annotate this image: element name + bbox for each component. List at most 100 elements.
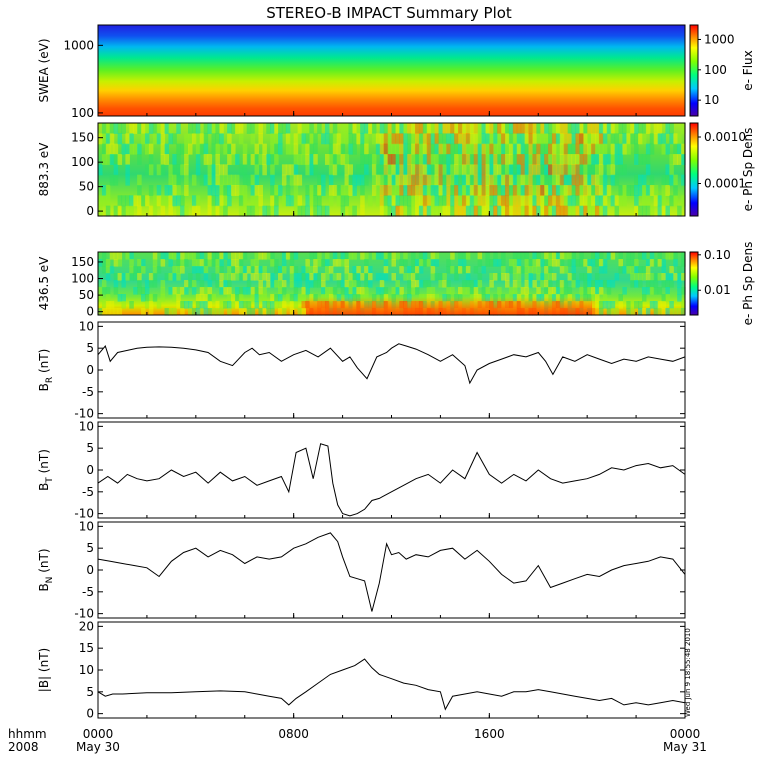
pad436-heatmap-cell <box>497 259 502 267</box>
pad436-heatmap-cell <box>364 266 369 274</box>
pad436-heatmap-cell <box>579 287 584 295</box>
pad883-heatmap-cell <box>544 174 549 186</box>
pad883-heatmap-cell <box>516 154 522 165</box>
pad436-heatmap-cell <box>250 273 256 281</box>
pad436-heatmap-cell <box>403 252 408 260</box>
pad883-heatmap-cell <box>266 154 271 165</box>
pad883-heatmap-cell <box>309 185 314 196</box>
pad883-heatmap-cell <box>344 133 350 145</box>
pad883-heatmap-cell <box>360 195 365 207</box>
pad883-heatmap-cell <box>528 185 533 196</box>
pad883-heatmap-cell <box>430 123 436 134</box>
pad883-heatmap-cell <box>215 205 220 217</box>
pad883-heatmap-cell <box>414 123 420 134</box>
pad883-heatmap-cell <box>137 174 142 186</box>
pad883-heatmap-cell <box>540 164 545 176</box>
pad883-heatmap-cell <box>567 185 573 196</box>
pad436-heatmap-cell <box>681 259 686 267</box>
pad883-heatmap-cell <box>360 133 365 145</box>
pad883-heatmap-cell <box>489 123 494 134</box>
pad883-heatmap-cell <box>481 174 487 186</box>
pad436-heatmap-cell <box>246 266 252 274</box>
pad883-heatmap-cell <box>117 195 123 207</box>
pad883-heatmap-cell <box>160 195 166 207</box>
pad436-heatmap-cell <box>305 287 310 295</box>
pad883-heatmap-cell <box>191 174 197 186</box>
pad883-heatmap-cell <box>638 174 643 186</box>
pad883-heatmap-cell <box>395 154 400 165</box>
pad883-heatmap-cell <box>458 154 463 165</box>
pad883-heatmap-cell <box>278 143 283 155</box>
pad436-heatmap-cell <box>469 280 475 288</box>
pad436-heatmap-cell <box>305 259 310 267</box>
pad436-heatmap-cell <box>250 266 256 274</box>
pad883-heatmap-cell <box>113 123 119 134</box>
pad883-heatmap-cell <box>418 185 424 196</box>
pad883-heatmap-cell <box>129 123 134 134</box>
pad883-heatmap-cell <box>512 195 518 207</box>
pad883-heatmap-cell <box>430 154 436 165</box>
pad883-heatmap-cell <box>598 133 604 145</box>
pad436-heatmap-cell <box>665 252 670 260</box>
pad883-heatmap-cell <box>469 164 475 176</box>
pad436-heatmap-cell <box>610 280 616 288</box>
pad883-heatmap-cell <box>512 143 518 155</box>
pad883-heatmap-cell <box>536 185 541 196</box>
pad883-heatmap-cell <box>133 143 138 155</box>
pad883-heatmap-cell <box>141 195 146 207</box>
pad436-heatmap-cell <box>191 308 197 316</box>
pad436-heatmap-cell <box>649 301 655 309</box>
pad436-heatmap-cell <box>297 273 303 281</box>
pad883-heatmap-cell <box>458 195 463 207</box>
pad436-heatmap-cell <box>458 252 463 260</box>
pad883-heatmap-cell <box>352 133 357 145</box>
pad883-heatmap-cell <box>618 195 623 207</box>
pad883-heatmap-cell <box>661 133 667 145</box>
pad436-heatmap-cell <box>274 280 279 288</box>
pad883-heatmap-cell <box>673 133 678 145</box>
pad883-heatmap-cell <box>438 164 443 176</box>
pad883-heatmap-cell <box>340 143 346 155</box>
pad883-heatmap-cell <box>156 133 162 145</box>
pad883-heatmap-cell <box>591 174 596 186</box>
pad883-heatmap-cell <box>387 174 393 186</box>
pad436-heatmap-cell <box>254 301 260 309</box>
pad883-heatmap-cell <box>602 154 608 165</box>
pad436-heatmap-cell <box>321 259 326 267</box>
pad436-heatmap-cell <box>665 294 670 302</box>
pad436-heatmap-cell <box>340 252 346 260</box>
pad883-heatmap-cell <box>602 174 608 186</box>
pad436-heatmap-cell <box>469 287 475 295</box>
pad436-heatmap-cell <box>348 252 353 260</box>
pad883-heatmap-cell <box>501 164 506 176</box>
pad883-heatmap-cell <box>598 154 604 165</box>
pad436-heatmap-cell <box>641 266 647 274</box>
pad436-heatmap-cell <box>665 280 670 288</box>
bn-y-tick-label: 10 <box>79 519 94 533</box>
pad883-heatmap-cell <box>634 143 639 155</box>
pad883-heatmap-cell <box>234 154 240 165</box>
pad883-heatmap-cell <box>141 123 146 134</box>
pad883-heatmap-cell <box>622 185 627 196</box>
pad436-heatmap-cell <box>344 287 350 295</box>
pad883-heatmap-cell <box>418 154 424 165</box>
pad883-heatmap-cell <box>454 185 459 196</box>
pad436-heatmap-cell <box>430 266 436 274</box>
pad883-heatmap-cell <box>407 154 412 165</box>
pad883-heatmap-cell <box>101 195 107 207</box>
pad883-heatmap-cell <box>497 143 502 155</box>
pad883-heatmap-cell <box>544 205 549 217</box>
pad883-heatmap-cell <box>101 143 107 155</box>
pad436-heatmap-cell <box>234 266 240 274</box>
pad436-heatmap-cell <box>591 294 596 302</box>
pad883-heatmap-cell <box>215 154 220 165</box>
pad883-heatmap-cell <box>234 185 240 196</box>
pad883-heatmap-cell <box>176 185 181 196</box>
pad436-heatmap-cell <box>270 308 275 316</box>
pad436-heatmap-cell <box>391 252 397 260</box>
pad883-heatmap-cell <box>641 205 647 217</box>
pad436-heatmap-cell <box>446 259 451 267</box>
pad883-heatmap-cell <box>195 133 201 145</box>
pad883-heatmap-cell <box>516 164 522 176</box>
pad883-heatmap-cell <box>246 205 252 217</box>
